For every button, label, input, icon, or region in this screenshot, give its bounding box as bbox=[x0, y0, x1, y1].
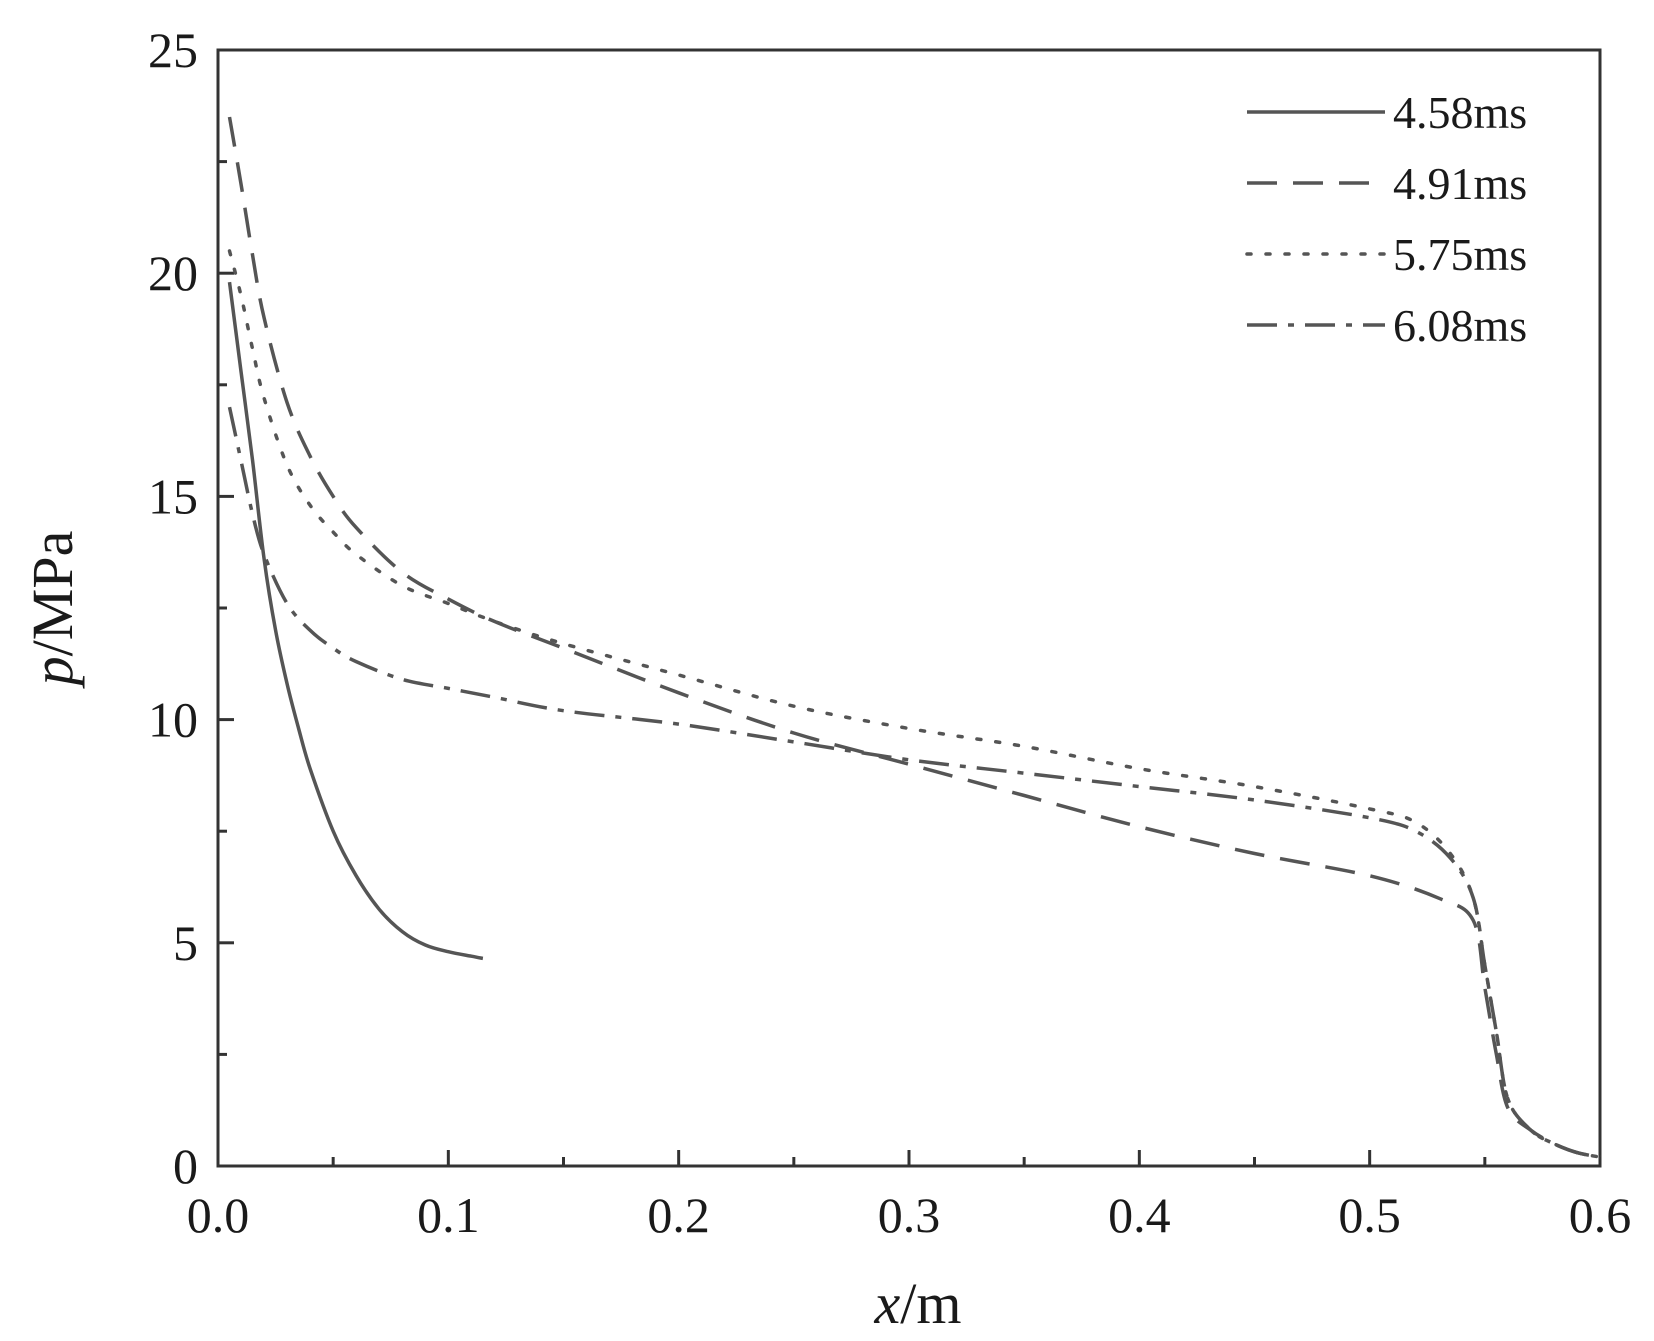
series-line-6.08ms bbox=[227, 406, 1601, 1159]
x-axis-ticks: 0.0 0.1 0.2 0.3 0.4 0.5 0.6 bbox=[187, 1150, 1632, 1243]
x-tick-label: 0.6 bbox=[1569, 1187, 1632, 1243]
y-tick-label: 5 bbox=[173, 915, 198, 971]
legend-label: 5.75ms bbox=[1393, 229, 1527, 280]
x-tick-label: 0.5 bbox=[1338, 1187, 1401, 1243]
plot-area-frame bbox=[216, 48, 1602, 1168]
x-tick-label: 0.3 bbox=[878, 1187, 941, 1243]
series-line-4.58ms bbox=[227, 281, 484, 961]
y-axis-unit: /MPa bbox=[20, 531, 85, 657]
legend-label: 4.58ms bbox=[1393, 87, 1527, 138]
series-line-5.75ms bbox=[227, 249, 1602, 1159]
x-tick-label: 0.2 bbox=[647, 1187, 710, 1243]
legend-label: 4.91ms bbox=[1393, 158, 1527, 209]
series-layer bbox=[227, 116, 1602, 1159]
x-axis-label: x/m bbox=[874, 1271, 962, 1336]
y-axis-label: p/MPa bbox=[20, 531, 85, 690]
y-tick-label: 25 bbox=[148, 22, 198, 78]
y-axis-ticks: 0 5 10 15 20 25 bbox=[148, 22, 234, 1194]
y-axis-variable: p bbox=[20, 656, 85, 689]
x-tick-label: 0.0 bbox=[187, 1187, 250, 1243]
x-tick-label: 0.1 bbox=[417, 1187, 480, 1243]
y-tick-label: 15 bbox=[148, 468, 198, 524]
y-tick-label: 0 bbox=[173, 1138, 198, 1194]
legend-label: 6.08ms bbox=[1393, 300, 1527, 351]
x-tick-label: 0.4 bbox=[1108, 1187, 1171, 1243]
legend: 4.58ms 4.91ms 5.75ms 6.08ms bbox=[1245, 87, 1527, 351]
y-tick-label: 20 bbox=[148, 245, 198, 301]
x-axis-unit: /m bbox=[900, 1271, 961, 1336]
series-line-4.91ms bbox=[227, 116, 1601, 1159]
y-tick-label: 10 bbox=[148, 692, 198, 748]
x-axis-variable: x bbox=[874, 1271, 901, 1336]
